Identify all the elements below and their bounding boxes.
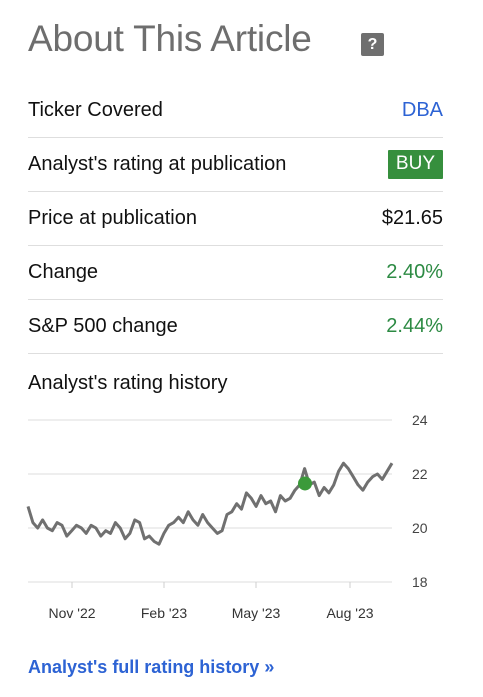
rating-history-chart: 24 22 20 18 Nov '22 Feb '23 May '23 Aug '23 <box>0 402 483 632</box>
x-tick-label: Feb '23 <box>141 605 187 621</box>
x-tick-label: Aug '23 <box>326 605 373 621</box>
y-tick-label: 22 <box>412 466 428 482</box>
ticker-link[interactable]: DBA <box>401 99 443 121</box>
sp500-change-value: 2.44% <box>386 315 443 337</box>
price-label: Price at publication <box>28 207 197 229</box>
price-row: Price at publication $21.65 <box>28 192 443 246</box>
rating-label: Analyst's rating at publication <box>28 153 287 175</box>
x-tick-label: May '23 <box>232 605 281 621</box>
rating-badge: BUY <box>387 150 443 179</box>
rating-row: Analyst's rating at publication BUY <box>28 138 443 192</box>
page-title: About This Article <box>28 18 312 59</box>
article-info-list: Ticker Covered DBA Analyst's rating at p… <box>28 84 443 354</box>
about-article-header: About This Article ? <box>28 18 448 68</box>
ticker-row: Ticker Covered DBA <box>28 84 443 138</box>
price-value: $21.65 <box>381 207 443 229</box>
full-rating-history-link[interactable]: Analyst's full rating history » <box>28 657 275 677</box>
price-line <box>26 461 394 546</box>
x-tick-label: Nov '22 <box>48 605 95 621</box>
y-tick-label: 18 <box>412 574 428 590</box>
change-value: 2.40% <box>386 261 443 283</box>
rating-history-label: Analyst's rating history <box>28 372 228 394</box>
rating-history-chart-svg: 24 22 20 18 Nov '22 Feb '23 May '23 Aug '23 <box>26 412 428 621</box>
buy-rating-marker <box>298 476 312 491</box>
change-row: Change 2.40% <box>28 246 443 300</box>
y-tick-label: 24 <box>412 412 428 428</box>
change-label: Change <box>28 261 99 283</box>
y-tick-label: 20 <box>412 520 428 536</box>
help-icon[interactable]: ? <box>361 33 384 56</box>
sp500-change-row: S&P 500 change 2.44% <box>28 300 443 354</box>
ticker-label: Ticker Covered <box>28 99 163 121</box>
sp500-change-label: S&P 500 change <box>28 315 178 337</box>
